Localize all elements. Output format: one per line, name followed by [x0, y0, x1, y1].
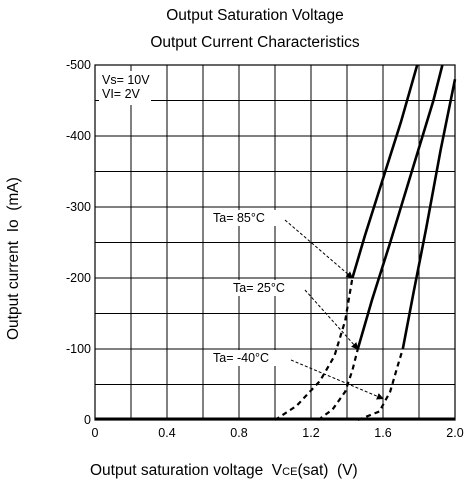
- annotation-label: Ta= -40°C: [213, 351, 269, 365]
- x-tick-label: 2.0: [446, 426, 463, 440]
- x-tick-label: 0.8: [230, 426, 247, 440]
- y-tick-label: -300: [66, 200, 91, 214]
- condition-text: Vs= 10V: [102, 73, 150, 87]
- annotations: Ta= 85°C Ta= 25°C Ta= -40°C: [211, 210, 384, 400]
- x-axis-label: Output saturation voltage VCE(sat) (V): [90, 462, 358, 480]
- chart-title: Output Saturation Voltage: [166, 7, 344, 24]
- annotation-bg: [231, 280, 307, 296]
- annotation-label: Ta= 85°C: [213, 211, 265, 225]
- series-1-solid: [356, 64, 444, 350]
- x-axis-label-prefix: Output saturation voltage V: [90, 462, 283, 479]
- y-tick-label: -200: [66, 271, 91, 285]
- x-tick-label: 0.4: [158, 426, 175, 440]
- y-tick-label: -100: [66, 342, 91, 356]
- x-tick-label: 1.2: [302, 426, 319, 440]
- y-tick-label: -400: [66, 129, 91, 143]
- series-curves: [95, 64, 457, 422]
- x-tick-label: 1.6: [374, 426, 391, 440]
- series-1-dashed: [317, 348, 359, 421]
- x-tick-label: 0: [92, 426, 99, 440]
- annotation-leader: [304, 289, 359, 350]
- series-0-solid: [351, 64, 419, 279]
- chart-subtitle: Output Current Characteristics: [150, 34, 360, 51]
- y-tick-labels: 0 -100 -200 -300 -400 -500: [66, 58, 91, 427]
- x-tick-labels: 0 0.4 0.8 1.2 1.6 2.0: [92, 426, 464, 440]
- annotation-leader: [290, 359, 384, 400]
- series-0-dashed: [274, 277, 354, 421]
- x-axis-label-subscript: CE: [282, 466, 298, 478]
- condition-text: VI= 2V: [102, 87, 141, 101]
- series-2-dashed: [357, 348, 404, 422]
- y-tick-label: 0: [84, 413, 91, 427]
- annotation-label: Ta= 25°C: [233, 281, 285, 295]
- plot-frame: [94, 64, 456, 421]
- x-axis-label-suffix: (sat) (V): [297, 462, 358, 479]
- annotation-leader: [284, 219, 354, 279]
- series-2-solid: [401, 78, 457, 350]
- annotation-bg: [211, 210, 287, 226]
- annotation-bg: [211, 350, 293, 366]
- conditions-bg: [99, 71, 151, 105]
- y-tick-label: -500: [66, 58, 91, 72]
